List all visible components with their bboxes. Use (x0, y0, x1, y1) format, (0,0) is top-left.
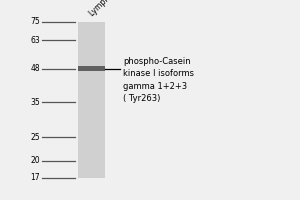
Text: 35: 35 (30, 98, 40, 107)
Text: 48: 48 (30, 64, 40, 73)
Text: phospho-Casein
kinase I isoforms
gamma 1+2+3
( Tyr263): phospho-Casein kinase I isoforms gamma 1… (123, 57, 194, 103)
Text: 25: 25 (30, 133, 40, 142)
Bar (78, 66, 105, 71)
Text: 17: 17 (30, 173, 40, 182)
Text: 20: 20 (30, 156, 40, 165)
Text: 75: 75 (30, 18, 40, 26)
Text: 63: 63 (30, 36, 40, 45)
Text: Lymph node: Lymph node (87, 0, 126, 18)
Bar (78, 22, 105, 178)
